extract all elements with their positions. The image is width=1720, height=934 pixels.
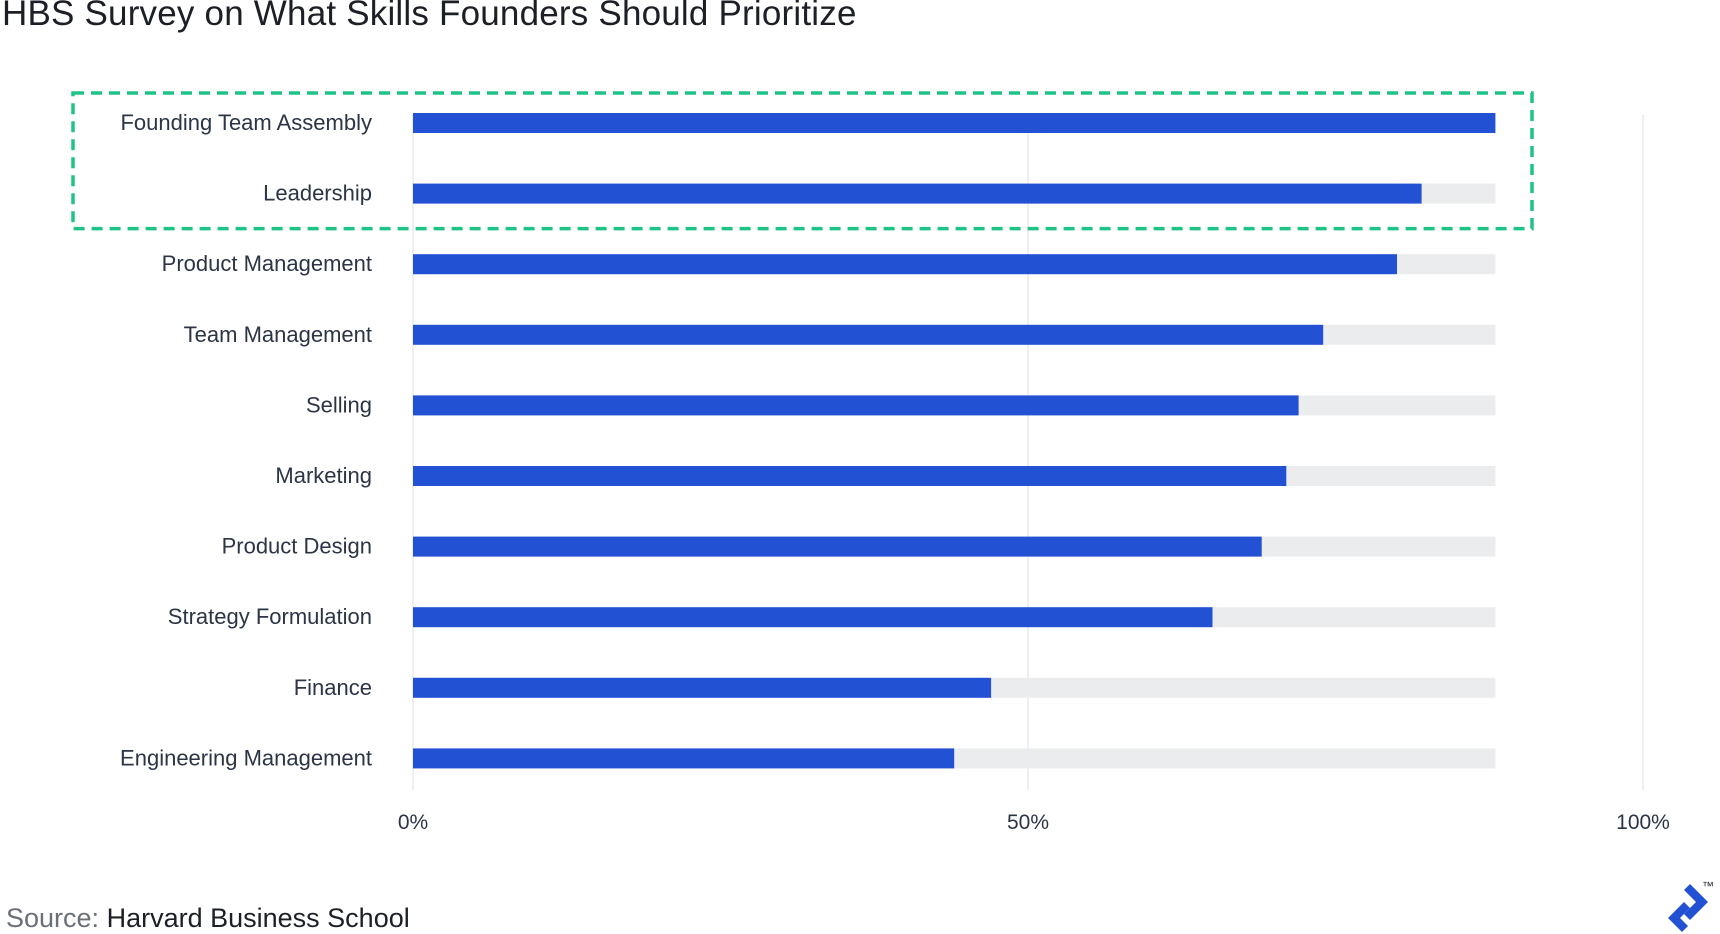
- category-label: Team Management: [184, 322, 372, 347]
- category-label: Product Design: [222, 534, 372, 559]
- chart-title: HBS Survey on What Skills Founders Shoul…: [2, 0, 857, 33]
- trademark-mark: ™: [1702, 879, 1714, 893]
- category-label: Product Management: [162, 251, 372, 276]
- bar: [413, 536, 1262, 557]
- source-name: Harvard Business School: [106, 903, 410, 933]
- bar: [413, 113, 1496, 133]
- category-label: Strategy Formulation: [168, 604, 372, 629]
- category-label: Finance: [294, 675, 372, 700]
- highlight-box: [71, 91, 1534, 231]
- category-label: Selling: [306, 392, 372, 417]
- bar: [413, 607, 1213, 628]
- category-label: Founding Team Assembly: [120, 110, 372, 135]
- bar: [413, 254, 1397, 275]
- bar: [413, 748, 955, 769]
- bar: [413, 183, 1422, 204]
- bar-tracks: [413, 113, 1496, 769]
- highlight-box-layer: [71, 91, 1534, 231]
- category-labels: Founding Team Assembly Leadership Product …: [120, 110, 372, 770]
- bars: [413, 113, 1496, 769]
- bar: [413, 324, 1324, 345]
- category-label: Marketing: [275, 463, 372, 488]
- x-tick-label: 50%: [1007, 811, 1049, 834]
- x-tick-label: 100%: [1616, 811, 1670, 834]
- source-note: Source: Harvard Business School: [6, 903, 410, 934]
- bar: [413, 677, 992, 698]
- toptal-logo-icon: ™: [1668, 879, 1714, 932]
- source-prefix: Source:: [6, 903, 100, 933]
- category-label: Leadership: [263, 181, 372, 206]
- bar: [413, 466, 1287, 486]
- x-tick-label: 0%: [398, 811, 428, 834]
- bar: [413, 395, 1299, 416]
- x-tick-labels: 0% 50% 100%: [398, 811, 1670, 834]
- category-label: Engineering Management: [120, 745, 372, 770]
